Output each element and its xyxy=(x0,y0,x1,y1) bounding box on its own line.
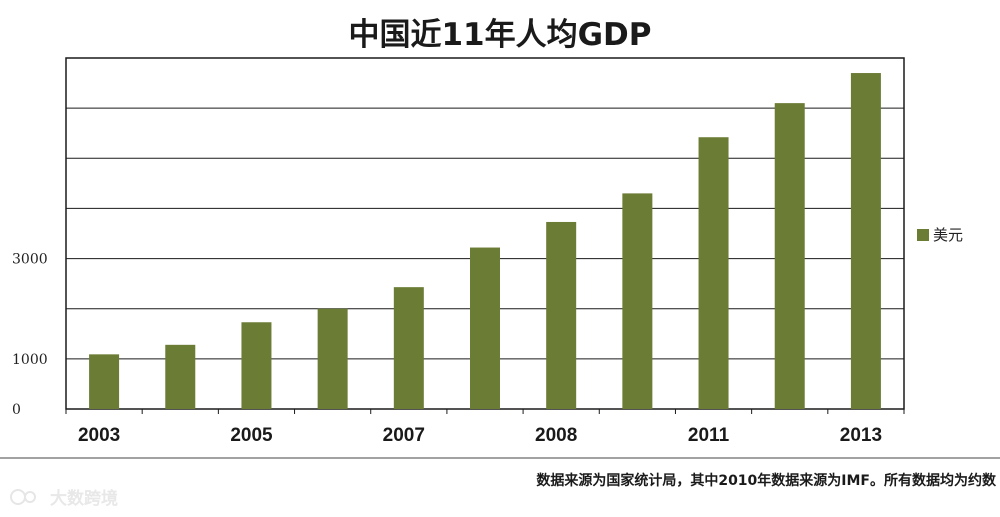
bar-2010 xyxy=(622,193,653,409)
watermark: 大数跨境 xyxy=(10,488,118,509)
legend: 美元 xyxy=(917,226,963,244)
bar-2008 xyxy=(470,247,500,409)
legend-label: 美元 xyxy=(933,226,963,244)
bar-2004 xyxy=(165,344,196,409)
y-axis-labels: 0 1000 3000 xyxy=(12,252,48,418)
bar-2012 xyxy=(774,103,805,409)
x-axis-labels: 2003 2005 2007 2008 2011 2013 xyxy=(78,425,882,446)
bar-2005 xyxy=(241,322,272,409)
watermark-logo-icon-2 xyxy=(24,491,36,503)
source-note: 数据来源为国家统计局，其中2010年数据来源为IMF。所有数据均为约数 xyxy=(536,472,997,489)
y-tick-label: 1000 xyxy=(12,352,48,368)
x-tick-label: 2011 xyxy=(688,425,730,446)
bar-2011 xyxy=(698,137,729,409)
bar-2013 xyxy=(850,73,881,410)
bar-2006 xyxy=(317,308,348,409)
gridlines xyxy=(66,57,904,360)
y-tick-label: 0 xyxy=(12,402,21,418)
watermark-text: 大数跨境 xyxy=(50,488,118,509)
x-tick-label: 2013 xyxy=(840,425,882,446)
bar-2003 xyxy=(89,354,120,409)
x-tick-label: 2007 xyxy=(383,425,425,446)
y-tick-label: 3000 xyxy=(12,252,48,268)
legend-swatch xyxy=(917,229,929,241)
chart-title: 中国近11年人均GDP xyxy=(348,17,651,53)
bar-2007 xyxy=(393,287,424,409)
x-tick-label: 2005 xyxy=(230,425,273,446)
bar-2009 xyxy=(546,221,577,409)
bars xyxy=(89,73,881,410)
watermark-logo-icon xyxy=(10,489,26,505)
x-axis-ticks xyxy=(65,409,905,414)
x-tick-label: 2008 xyxy=(535,425,577,446)
x-tick-label: 2003 xyxy=(78,425,120,446)
